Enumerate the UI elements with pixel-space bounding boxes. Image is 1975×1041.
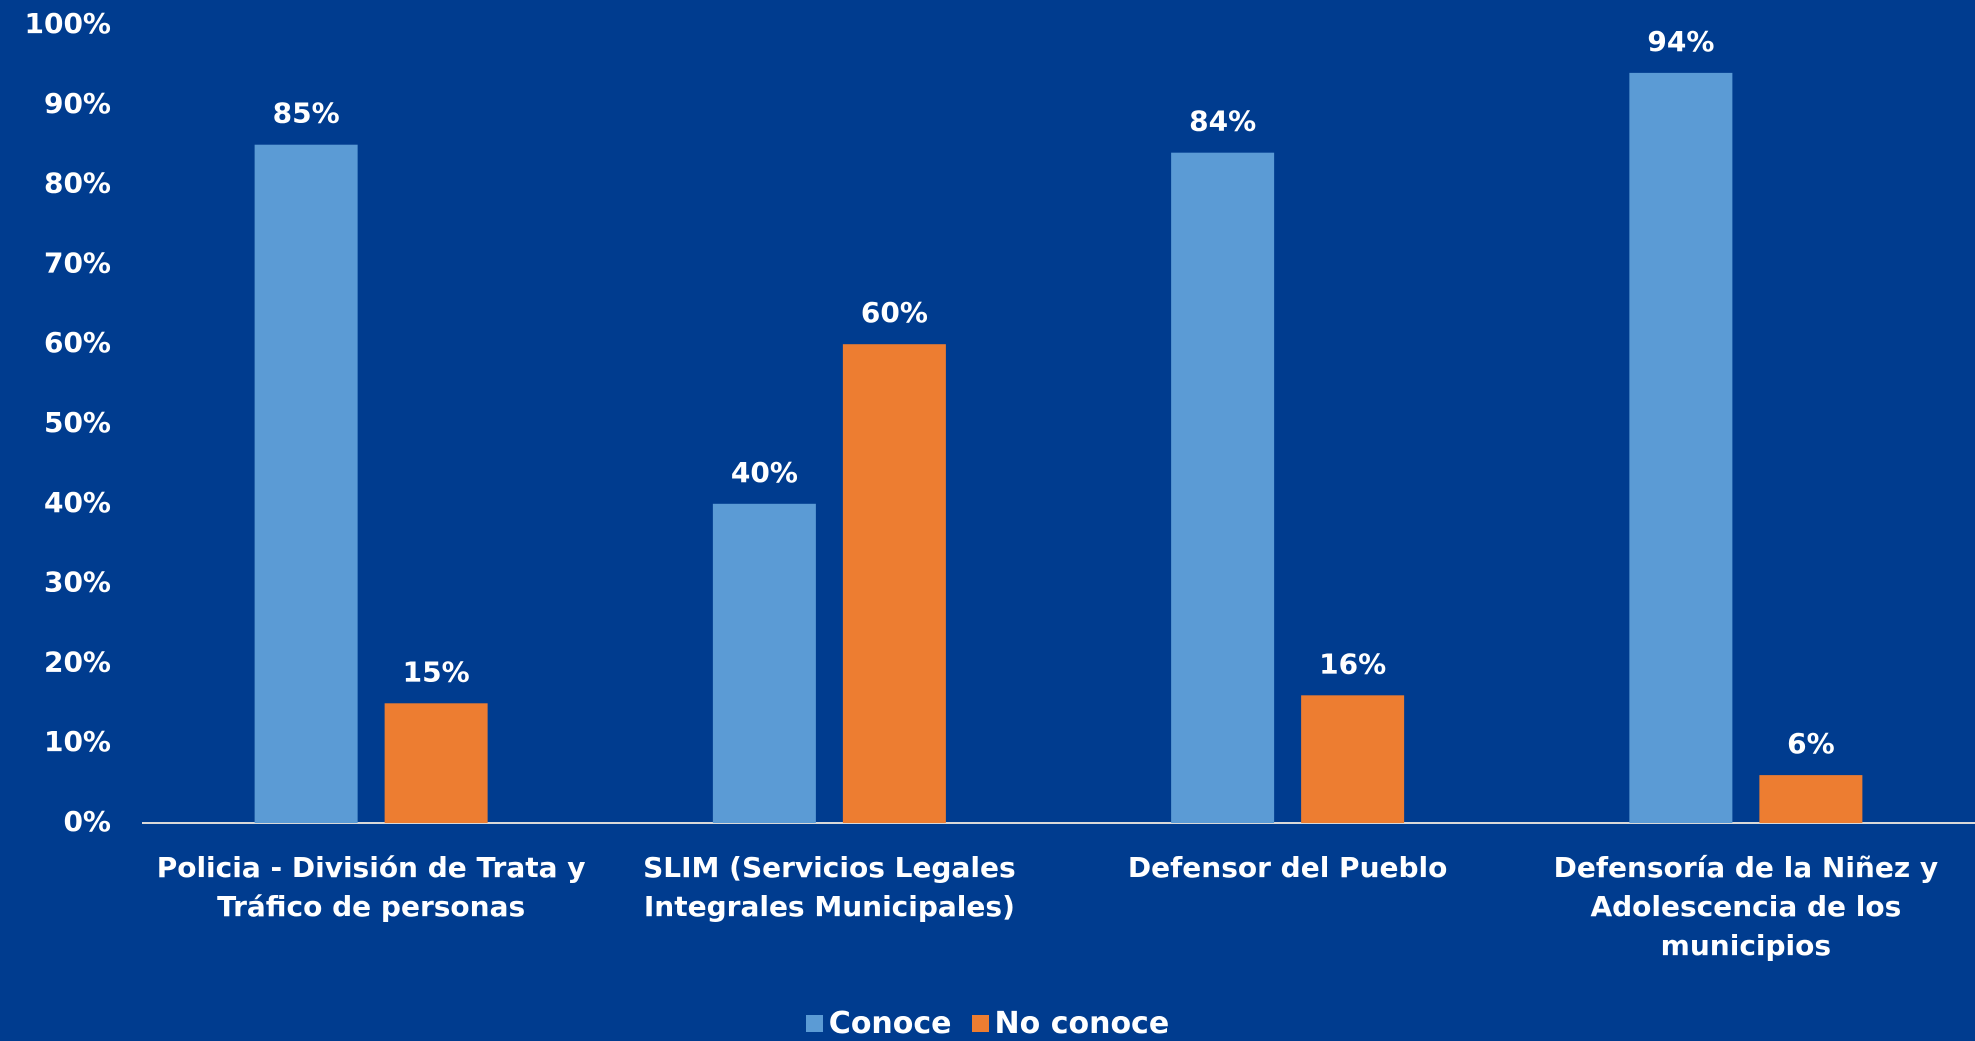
y-tick-label: 20% bbox=[44, 645, 111, 678]
bar bbox=[254, 144, 358, 823]
legend-label: No conoce bbox=[994, 1006, 1170, 1041]
y-tick-label: 100% bbox=[24, 7, 111, 40]
x-tick-label: Defensoría de la Niñez y Adolescencia de… bbox=[1553, 851, 1939, 962]
y-tick-label: 50% bbox=[44, 406, 111, 439]
y-tick-label: 30% bbox=[44, 566, 111, 599]
data-label: 84% bbox=[1189, 105, 1256, 138]
bar bbox=[1629, 72, 1733, 823]
y-tick-label: 0% bbox=[63, 805, 111, 838]
bar bbox=[384, 703, 488, 823]
bar bbox=[1759, 775, 1863, 823]
data-label: 94% bbox=[1647, 25, 1714, 58]
data-label: 40% bbox=[731, 456, 798, 489]
data-label: 85% bbox=[273, 97, 340, 130]
legend: Conoce No conoce bbox=[0, 1005, 1975, 1041]
legend-swatch bbox=[971, 1015, 989, 1032]
data-label: 15% bbox=[403, 655, 470, 688]
data-label: 6% bbox=[1787, 727, 1835, 760]
data-label: 60% bbox=[861, 296, 928, 329]
y-tick-label: 60% bbox=[44, 326, 111, 359]
y-tick-label: 70% bbox=[44, 246, 111, 279]
y-tick-label: 40% bbox=[44, 486, 111, 519]
bar bbox=[842, 344, 946, 823]
bar bbox=[712, 503, 816, 823]
y-tick-label: 10% bbox=[44, 725, 111, 758]
x-tick-label: Policia - División de Trata y Tráfico de… bbox=[156, 851, 586, 923]
bar bbox=[1301, 695, 1405, 823]
legend-label: Conoce bbox=[828, 1006, 952, 1041]
data-label: 16% bbox=[1319, 647, 1386, 680]
bar bbox=[1171, 152, 1275, 823]
x-tick-label: SLIM (Servicios Legales Integrales Munic… bbox=[643, 851, 1016, 923]
legend-item: Conoce bbox=[805, 1006, 952, 1041]
y-tick-label: 80% bbox=[44, 167, 111, 200]
legend-swatch bbox=[805, 1015, 823, 1032]
y-tick-label: 90% bbox=[44, 87, 111, 120]
legend-item: No conoce bbox=[971, 1006, 1170, 1041]
x-tick-label: Defensor del Pueblo bbox=[1127, 851, 1448, 884]
